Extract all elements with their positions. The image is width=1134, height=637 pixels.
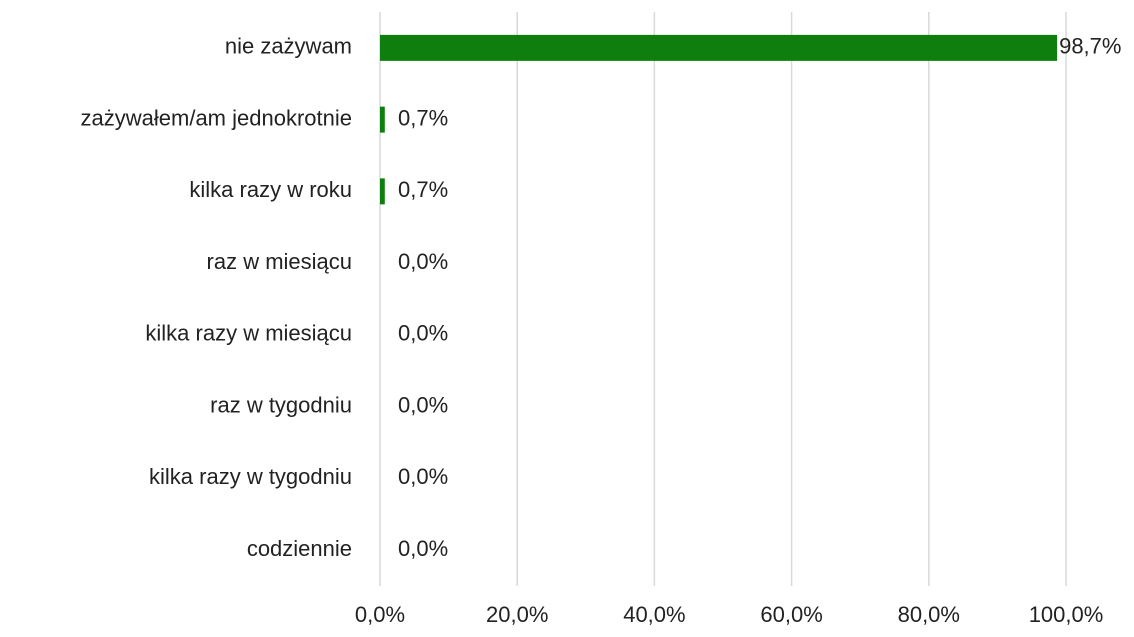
y-tick-label: kilka razy w tygodniu xyxy=(149,464,352,489)
value-label: 0,7% xyxy=(398,105,448,130)
value-label: 0,0% xyxy=(398,464,448,489)
x-tick-label: 60,0% xyxy=(760,602,822,627)
x-tick-label: 40,0% xyxy=(623,602,685,627)
x-tick-label: 0,0% xyxy=(355,602,405,627)
bar xyxy=(380,106,385,133)
value-label: 0,7% xyxy=(398,177,448,202)
bar xyxy=(380,34,1058,61)
value-label: 0,0% xyxy=(398,536,448,561)
x-tick-label: 80,0% xyxy=(898,602,960,627)
bar xyxy=(380,178,385,205)
y-tick-label: raz w miesiącu xyxy=(207,249,352,274)
value-label: 98,7% xyxy=(1059,34,1121,59)
y-tick-label: kilka razy w roku xyxy=(189,177,352,202)
value-label: 0,0% xyxy=(398,249,448,274)
value-label: 0,0% xyxy=(398,392,448,417)
y-tick-label: kilka razy w miesiącu xyxy=(145,321,352,346)
y-tick-label: zażywałem/am jednokrotnie xyxy=(81,105,352,130)
x-tick-label: 100,0% xyxy=(1029,602,1104,627)
value-label: 0,0% xyxy=(398,321,448,346)
y-tick-label: nie zażywam xyxy=(225,34,352,59)
y-tick-label: raz w tygodniu xyxy=(210,392,352,417)
x-tick-label: 20,0% xyxy=(486,602,548,627)
y-tick-label: codziennie xyxy=(247,536,352,561)
